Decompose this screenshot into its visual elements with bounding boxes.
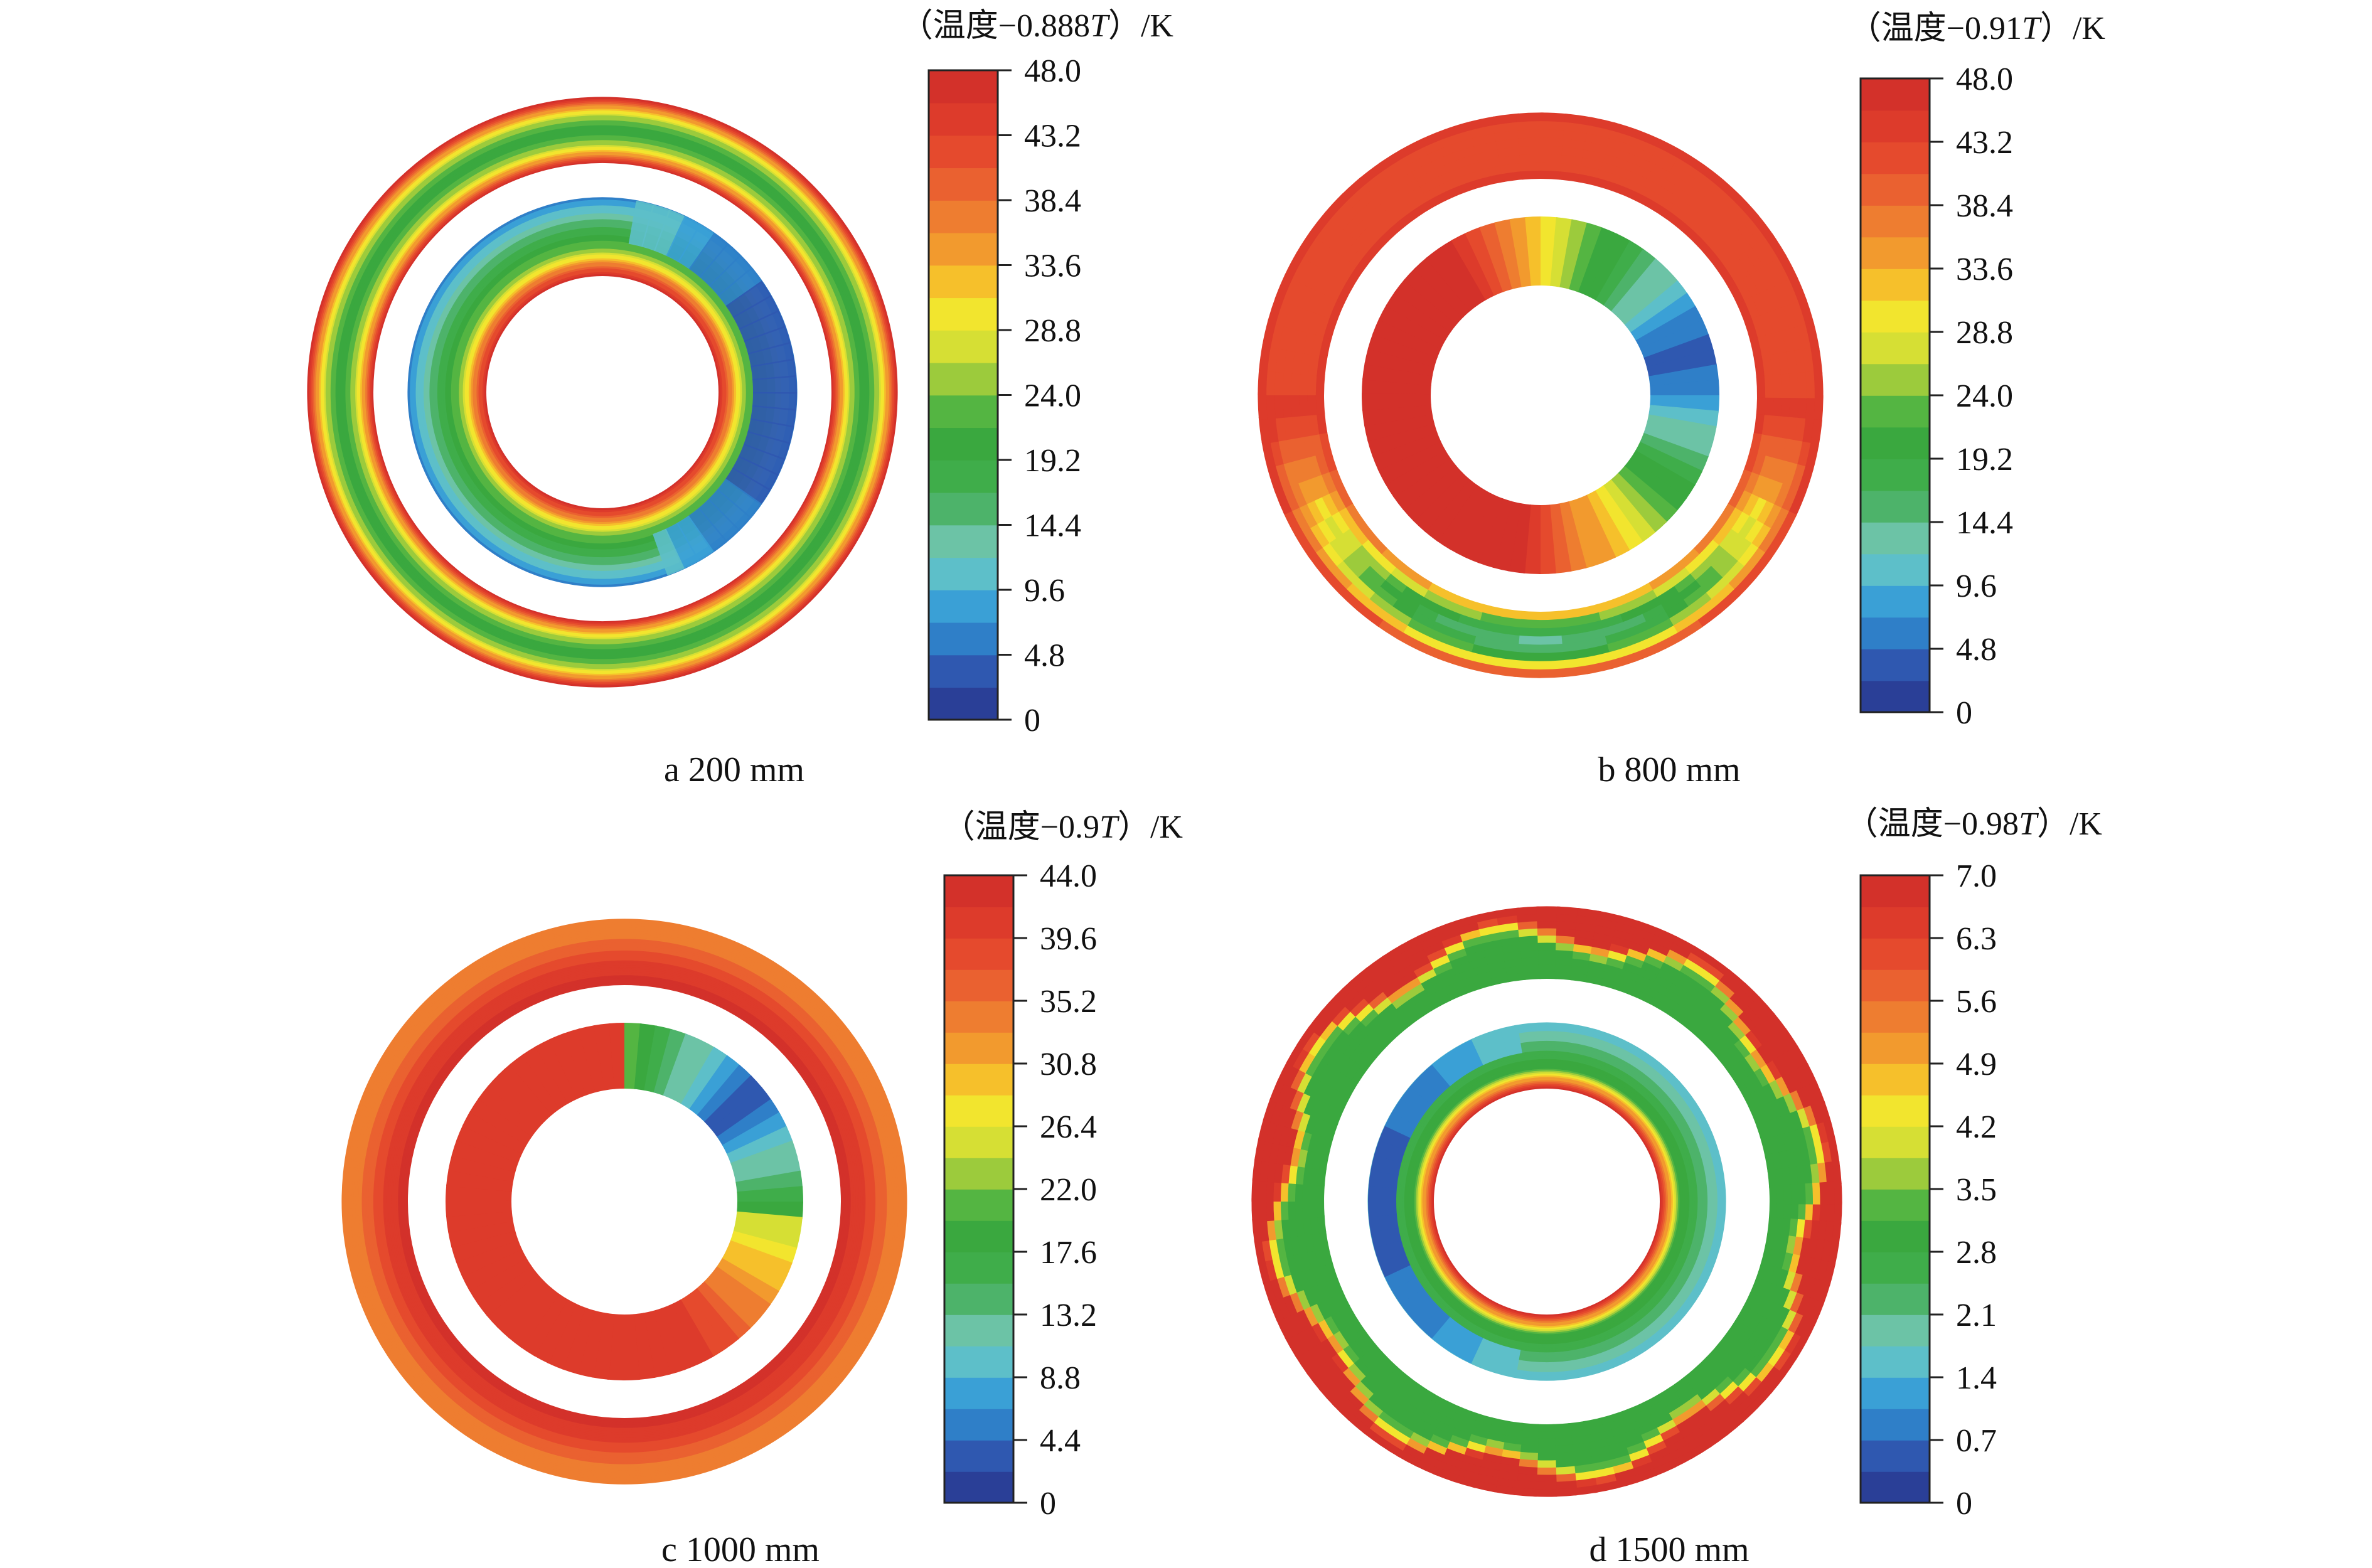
panel-caption-a: a 200 mm [664,750,804,789]
colorbar-tick-label-d: 4.2 [1956,1109,1997,1145]
colorbar-tick-label-a: 19.2 [1024,443,1081,479]
panel-d: 7.0 6.3 5.6 4.9 4.2 3.5 2.8 2.1 1.4 0.7 0 （温度−0.98T… [1251,806,2102,1568]
colorbar-tick-label-d: 2.8 [1956,1235,1997,1271]
panel-b: 48.0 43.2 38.4 33.6 28.8 24.0 19.2 14.4 9.6 4.8 0 （… [1258,11,2105,789]
colorbar-tick-label-c: 13.2 [1040,1298,1097,1333]
colorbar-tick-label-c: 35.2 [1040,984,1097,1020]
contour-plot-b [1258,112,1824,678]
contour-plot-c [341,919,907,1485]
panel-caption-b: b 800 mm [1598,750,1740,789]
colorbar-tick-label-b: 24.0 [1956,378,2013,414]
colorbar-tick-label-a: 0 [1024,703,1040,739]
colorbar-tick-label-a: 24.0 [1024,378,1081,414]
colorbar-tick-label-b: 0 [1956,695,1972,731]
colorbar-tick-label-d: 0 [1956,1486,1972,1522]
colorbar-tick-label-d: 3.5 [1956,1172,1997,1208]
colorbar-tick-label-b: 28.8 [1956,315,2013,351]
colorbar-tick-label-c: 8.8 [1040,1360,1081,1396]
colorbar-tick-label-b: 43.2 [1956,125,2013,161]
colorbar-tick-label-d: 5.6 [1956,984,1997,1020]
colorbar-tick-label-d: 6.3 [1956,921,1997,957]
panel-c: 44.0 39.6 35.2 30.8 26.4 22.0 17.6 13.2 8.8 4.4 0 （… [341,809,1183,1568]
colorbar-tick-label-c: 0 [1040,1486,1056,1522]
colorbar-tick-label-a: 9.6 [1024,573,1065,609]
colorbar-d: 7.0 6.3 5.6 4.9 4.2 3.5 2.8 2.1 1.4 0.7 0 [1859,858,1997,1522]
contour-plot-d [1251,906,1842,1497]
colorbar-tick-label-b: 9.6 [1956,568,1997,604]
colorbar-tick-label-a: 43.2 [1024,119,1081,154]
colorbar-tick-label-a: 48.0 [1024,53,1081,89]
colorbar-c: 44.0 39.6 35.2 30.8 26.4 22.0 17.6 13.2 8.8 4.4 0 [943,858,1097,1522]
colorbar-tick-label-b: 33.6 [1956,252,2013,287]
panel-caption-d: d 1500 mm [1589,1530,1749,1568]
colorbar-tick-label-d: 0.7 [1956,1423,1997,1459]
colorbar-a: 48.0 43.2 38.4 33.6 28.8 24.0 19.2 14.4 9.6 4.8 0 [927,53,1081,739]
contour-plot-a [307,97,898,688]
colorbar-tick-label-c: 17.6 [1040,1235,1097,1271]
colorbar-tick-label-c: 22.0 [1040,1172,1097,1208]
colorbar-tick-label-c: 44.0 [1040,858,1097,894]
colorbar-tick-label-d: 4.9 [1956,1047,1997,1082]
colorbar-tick-label-b: 14.4 [1956,505,2013,541]
colorbar-tick-label-a: 33.6 [1024,248,1081,284]
colorbar-tick-label-d: 2.1 [1956,1298,1997,1333]
colorbar-tick-label-d: 1.4 [1956,1360,1997,1396]
colorbar-tick-label-c: 30.8 [1040,1047,1097,1082]
panel-a: 48.0 43.2 38.4 33.6 28.8 24.0 19.2 14.4 9.6 4.8 0 （… [307,8,1173,789]
colorbar-unit-title-a: （温度−0.888T）/K [900,8,1174,44]
colorbar-b: 48.0 43.2 38.4 33.6 28.8 24.0 19.2 14.4 9.6 4.8 0 [1859,61,2013,731]
colorbar-tick-label-a: 38.4 [1024,183,1081,219]
colorbar-tick-label-b: 19.2 [1956,442,2013,477]
colorbar-tick-label-d: 7.0 [1956,858,1997,894]
colorbar-tick-label-a: 28.8 [1024,313,1081,349]
colorbar-tick-label-b: 48.0 [1956,61,2013,97]
colorbar-tick-label-b: 38.4 [1956,188,2013,224]
colorbar-tick-label-c: 4.4 [1040,1423,1081,1459]
colorbar-tick-label-a: 14.4 [1024,508,1081,544]
colorbar-tick-label-c: 26.4 [1040,1109,1097,1145]
colorbar-tick-label-a: 4.8 [1024,638,1065,674]
panel-caption-c: c 1000 mm [661,1530,820,1568]
colorbar-unit-title-c: （温度−0.9T）/K [943,809,1183,845]
colorbar-tick-label-b: 4.8 [1956,632,1997,668]
colorbar-unit-title-b: （温度−0.91T）/K [1849,11,2106,46]
colorbar-unit-title-d: （温度−0.98T）/K [1846,806,2103,842]
colorbar-tick-label-c: 39.6 [1040,921,1097,957]
